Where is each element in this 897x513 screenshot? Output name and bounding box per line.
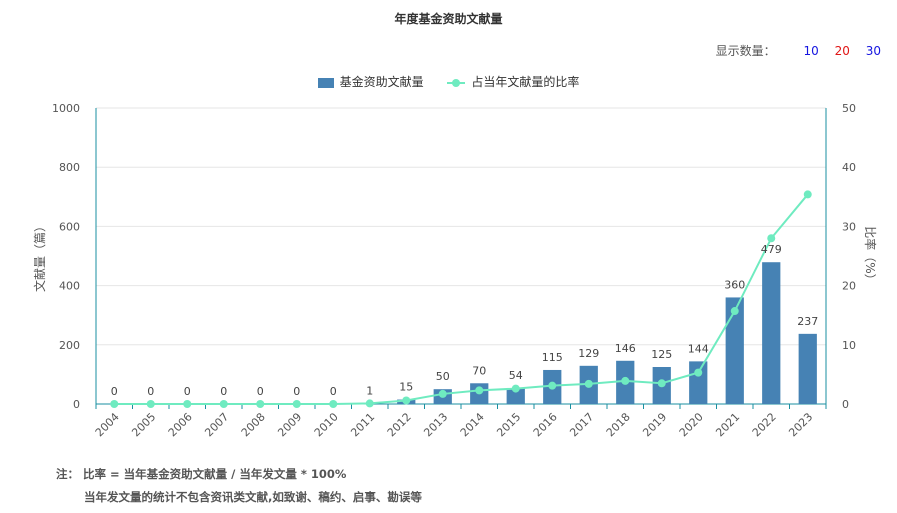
x-tick-label: 2020 <box>677 410 706 439</box>
y-tick-label: 400 <box>59 280 80 293</box>
display-count-label: 显示数量： <box>715 44 776 58</box>
ratio-point <box>292 400 301 408</box>
chart-title: 年度基金资助文献量 <box>394 12 503 26</box>
display-count-option-30[interactable]: 30 <box>865 44 881 58</box>
bar-value-label: 479 <box>761 243 782 256</box>
x-tick-label: 2007 <box>202 410 231 439</box>
ratio-point <box>767 234 776 243</box>
ratio-point <box>730 307 739 316</box>
bar-value-label: 70 <box>472 364 486 377</box>
x-tick-label: 2004 <box>93 410 122 439</box>
ratio-point <box>511 384 520 393</box>
legend-item-bar[interactable]: 基金资助文献量 <box>317 73 424 90</box>
x-tick-label: 2010 <box>312 410 341 439</box>
legend-item-line[interactable]: 占当年文献量的比率 <box>447 73 579 90</box>
bar-value-label: 0 <box>257 385 264 398</box>
bar-value-label: 125 <box>651 348 672 361</box>
ratio-line <box>114 193 809 405</box>
bar-value-label: 146 <box>615 342 636 355</box>
bar-value-label: 0 <box>330 385 337 398</box>
ratio-point <box>183 400 192 408</box>
y-tick-label: 600 <box>59 220 80 233</box>
bar <box>506 388 525 404</box>
ratio-point <box>548 381 557 390</box>
x-tick-label: 2006 <box>166 410 195 439</box>
x-tick-label: 2013 <box>421 410 450 439</box>
y-axis-title: 文献量（篇） <box>32 220 47 292</box>
ratio-point <box>438 389 447 398</box>
display-count-option-10[interactable]: 10 <box>803 44 819 58</box>
y2-tick-label: 0 <box>842 398 849 411</box>
bar-value-label: 115 <box>542 351 563 364</box>
ratio-point <box>256 400 265 408</box>
legend-bar-swatch <box>317 77 334 88</box>
ratio-point <box>621 376 630 385</box>
display-count-option-20[interactable]: 20 <box>834 44 850 58</box>
bar <box>762 262 781 404</box>
bar <box>725 297 744 404</box>
x-tick-label: 2012 <box>385 410 414 439</box>
x-tick-label: 2021 <box>713 410 742 439</box>
bar-value-label: 0 <box>111 385 118 398</box>
y2-tick-label: 50 <box>842 102 856 115</box>
x-tick-label: 2022 <box>750 410 779 439</box>
ratio-point <box>402 396 411 405</box>
y-tick-label: 1000 <box>52 102 80 115</box>
x-tick-label: 2014 <box>458 410 487 439</box>
bar-value-label: 54 <box>509 369 523 382</box>
ratio-point <box>584 379 593 388</box>
ratio-point <box>146 400 155 408</box>
y-tick-label: 0 <box>73 398 80 411</box>
ratio-point <box>219 400 228 408</box>
ratio-point <box>694 368 703 377</box>
bar-value-label: 15 <box>399 381 413 394</box>
chart-legend: 基金资助文献量 占当年文献量的比率 <box>0 73 897 90</box>
bar <box>798 333 817 404</box>
y2-tick-label: 30 <box>842 220 856 233</box>
y2-tick-label: 40 <box>842 161 856 174</box>
y-tick-label: 800 <box>59 161 80 174</box>
x-tick-label: 2005 <box>129 410 158 439</box>
x-tick-label: 2011 <box>348 410 377 439</box>
x-tick-label: 2017 <box>567 410 596 439</box>
display-count-selector: 显示数量： 10 20 30 <box>716 42 881 59</box>
x-tick-label: 2008 <box>239 410 268 439</box>
ratio-point <box>110 400 119 408</box>
bar-value-label: 360 <box>724 278 745 291</box>
x-tick-label: 2009 <box>275 410 304 439</box>
x-tick-label: 2023 <box>786 410 815 439</box>
legend-bar-label: 基金资助文献量 <box>339 75 424 89</box>
note-exclusion: 当年发文量的统计不包含资讯类文献,如致谢、稿约、启事、勘误等 <box>84 490 422 504</box>
y2-axis-title: 比率（%） <box>863 226 878 285</box>
x-tick-label: 2016 <box>531 410 560 439</box>
x-tick-label: 2019 <box>640 410 669 439</box>
ratio-point <box>803 190 812 199</box>
bar-value-label: 237 <box>797 315 818 328</box>
x-tick-label: 2018 <box>604 410 633 439</box>
ratio-point <box>365 399 374 408</box>
y-tick-label: 200 <box>59 339 80 352</box>
x-tick-label: 2015 <box>494 410 523 439</box>
y2-tick-label: 10 <box>842 339 856 352</box>
legend-line-label: 占当年文献量的比率 <box>471 75 580 89</box>
ratio-point <box>475 386 484 395</box>
bar-value-label: 50 <box>436 370 450 383</box>
bar-value-label: 0 <box>293 385 300 398</box>
bar <box>689 361 708 404</box>
bar-value-label: 0 <box>220 385 227 398</box>
bar-value-label: 129 <box>578 347 599 360</box>
y2-tick-label: 20 <box>842 280 856 293</box>
bar-value-label: 1 <box>366 385 373 398</box>
bar-value-label: 0 <box>147 385 154 398</box>
bar-value-label: 144 <box>688 342 709 355</box>
ratio-point <box>329 400 338 408</box>
legend-line-swatch <box>447 78 466 88</box>
ratio-point <box>657 379 666 388</box>
bar-value-label: 0 <box>184 385 191 398</box>
note-formula: 注： 比率 = 当年基金资助文献量 / 当年发文量 * 100% <box>56 467 347 481</box>
